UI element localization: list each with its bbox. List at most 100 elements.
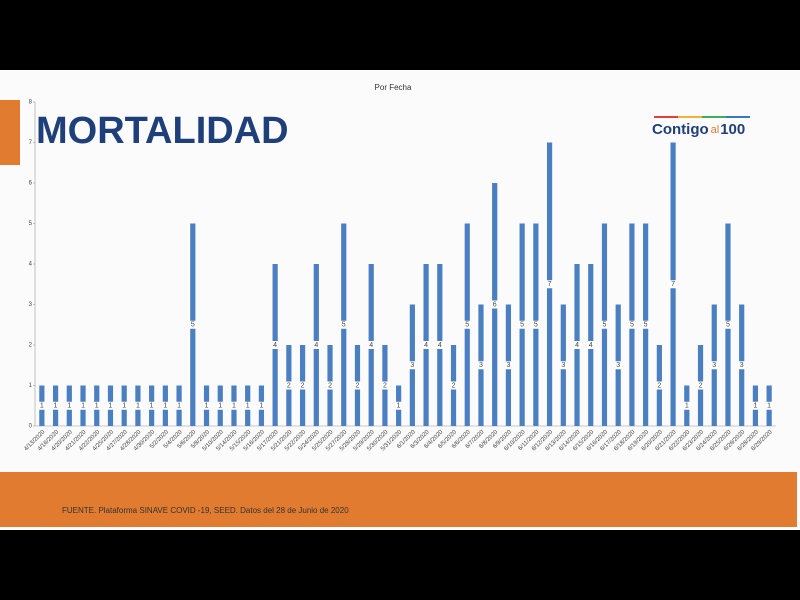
y-tick-label: 1 [29, 383, 33, 389]
value-label-bg [724, 320, 731, 329]
chart-title: Por Fecha [375, 83, 412, 92]
value-label-bg [491, 300, 498, 309]
value-label: 3 [561, 362, 565, 369]
value-label: 2 [383, 382, 387, 389]
value-label-bg [615, 361, 622, 370]
value-label-bg [670, 280, 677, 289]
value-label: 1 [67, 403, 71, 410]
value-label-bg [148, 401, 155, 410]
y-tick-label: 2 [29, 343, 33, 349]
value-label-bg [107, 401, 114, 410]
logo-stripe [726, 116, 750, 118]
value-label-bg [738, 361, 745, 370]
value-label: 1 [54, 403, 58, 410]
slide-title: MORTALIDAD [36, 110, 289, 152]
value-label-bg [381, 381, 388, 390]
value-label-bg [697, 381, 704, 390]
value-label: 1 [753, 403, 757, 410]
value-label: 1 [122, 403, 126, 410]
value-label-bg [272, 341, 279, 349]
value-label-bg [189, 320, 196, 329]
value-label: 3 [616, 362, 620, 369]
value-label: 5 [465, 322, 469, 329]
value-label-bg [477, 361, 484, 370]
value-label-bg [546, 280, 553, 289]
value-label: 5 [342, 322, 346, 329]
value-label: 2 [287, 382, 291, 389]
value-label: 5 [630, 322, 634, 329]
slide-bg [0, 70, 800, 530]
y-tick-label: 8 [29, 100, 33, 106]
value-label-bg [52, 401, 59, 410]
value-label: 3 [712, 362, 716, 369]
value-label-bg [340, 320, 347, 329]
logo: Contigo al100 [652, 116, 750, 138]
logo-text: Contigo al100 [652, 121, 745, 138]
value-label-bg [560, 361, 567, 370]
value-label: 1 [150, 403, 154, 410]
value-label-bg [423, 341, 430, 349]
value-label-bg [628, 320, 635, 329]
value-label-bg [258, 401, 265, 410]
value-label-bg [656, 381, 663, 390]
value-label: 1 [259, 403, 263, 410]
value-label: 1 [232, 403, 236, 410]
value-label: 2 [356, 382, 360, 389]
value-label: 1 [163, 403, 167, 410]
value-label-bg [313, 341, 320, 349]
value-label: 1 [218, 403, 222, 410]
value-label-bg [299, 381, 306, 390]
value-label: 2 [452, 382, 456, 389]
value-label-bg [134, 401, 141, 410]
value-label-bg [244, 401, 251, 410]
value-label: 5 [726, 322, 730, 329]
value-label: 3 [506, 362, 510, 369]
value-label: 1 [40, 403, 44, 410]
value-label: 7 [671, 281, 675, 288]
value-label: 5 [603, 322, 607, 329]
value-label-bg [285, 381, 292, 390]
value-label: 4 [424, 342, 428, 349]
value-label-bg [368, 341, 375, 349]
value-label: 1 [685, 403, 689, 410]
logo-stripe [702, 116, 726, 118]
value-label: 5 [520, 322, 524, 329]
value-label: 2 [301, 382, 305, 389]
y-tick-label: 5 [29, 221, 33, 227]
value-label: 4 [438, 342, 442, 349]
y-tick-label: 3 [29, 302, 33, 308]
value-label-bg [464, 320, 471, 329]
value-label: 1 [767, 403, 771, 410]
accent-block [0, 100, 20, 165]
value-label-bg [450, 381, 457, 390]
value-label: 7 [548, 281, 552, 288]
value-label-bg [395, 401, 402, 410]
value-label-bg [711, 361, 718, 370]
logo-stripe [654, 116, 678, 118]
value-label: 1 [95, 403, 99, 410]
value-label: 1 [81, 403, 85, 410]
value-label-bg [203, 401, 210, 410]
value-label-bg [230, 401, 237, 410]
logo-word: Contigo [652, 121, 709, 138]
value-label: 6 [493, 301, 497, 308]
value-label: 5 [644, 322, 648, 329]
value-label: 2 [699, 382, 703, 389]
value-label: 2 [328, 382, 332, 389]
value-label: 1 [136, 403, 140, 410]
value-label-bg [327, 381, 334, 390]
value-label-bg [354, 381, 361, 390]
value-label-bg [683, 401, 690, 410]
source-note: FUENTE. Plataforma SINAVE COVID -19, SEE… [62, 506, 349, 515]
footer-band [0, 472, 797, 527]
value-label: 5 [534, 322, 538, 329]
value-label-bg [436, 341, 443, 349]
value-label-bg [93, 401, 100, 410]
value-label-bg [601, 320, 608, 329]
value-label-bg [66, 401, 73, 410]
value-label: 4 [369, 342, 373, 349]
value-label-bg [752, 401, 759, 410]
value-label-bg [574, 341, 581, 349]
value-label: 1 [246, 403, 250, 410]
